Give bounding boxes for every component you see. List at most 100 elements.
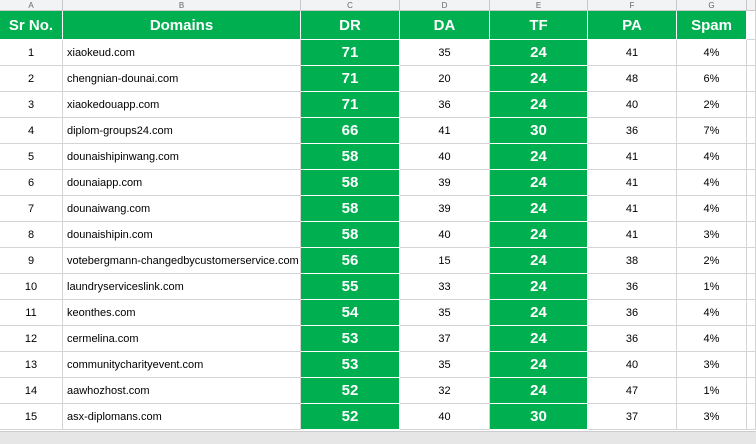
blank-cell[interactable]: [747, 274, 756, 300]
table-cell[interactable]: 30: [490, 118, 588, 144]
table-cell[interactable]: 30: [490, 404, 588, 430]
header-cell[interactable]: Sr No.: [0, 11, 63, 40]
column-letter[interactable]: E: [490, 0, 588, 11]
table-cell[interactable]: 6%: [677, 66, 747, 92]
table-cell[interactable]: 14: [0, 378, 63, 404]
column-letter[interactable]: F: [588, 0, 677, 11]
table-cell[interactable]: 52: [301, 378, 400, 404]
table-cell[interactable]: 35: [400, 300, 490, 326]
table-cell[interactable]: 41: [400, 118, 490, 144]
blank-cell[interactable]: [747, 66, 756, 92]
table-cell[interactable]: 7: [0, 196, 63, 222]
table-cell[interactable]: 24: [490, 40, 588, 66]
table-cell[interactable]: 36: [588, 300, 677, 326]
table-cell[interactable]: 15: [0, 404, 63, 430]
domain-cell[interactable]: aawhozhost.com: [63, 378, 301, 404]
table-cell[interactable]: 56: [301, 248, 400, 274]
table-cell[interactable]: 40: [588, 352, 677, 378]
table-cell[interactable]: 12: [0, 326, 63, 352]
table-cell[interactable]: 41: [588, 196, 677, 222]
table-cell[interactable]: 1: [0, 40, 63, 66]
blank-cell[interactable]: [747, 222, 756, 248]
domain-cell[interactable]: cermelina.com: [63, 326, 301, 352]
table-cell[interactable]: 3%: [677, 222, 747, 248]
table-cell[interactable]: 39: [400, 170, 490, 196]
domain-cell[interactable]: chengnian-dounai.com: [63, 66, 301, 92]
blank-cell[interactable]: [747, 326, 756, 352]
domain-cell[interactable]: dounaishipinwang.com: [63, 144, 301, 170]
table-cell[interactable]: 7%: [677, 118, 747, 144]
table-cell[interactable]: 58: [301, 222, 400, 248]
header-cell[interactable]: Spam: [677, 11, 747, 40]
table-cell[interactable]: 5: [0, 144, 63, 170]
blank-cell[interactable]: [747, 92, 756, 118]
table-cell[interactable]: 41: [588, 40, 677, 66]
table-cell[interactable]: 13: [0, 352, 63, 378]
table-cell[interactable]: 52: [301, 404, 400, 430]
table-cell[interactable]: 4%: [677, 170, 747, 196]
scrollbar[interactable]: [0, 431, 756, 444]
table-cell[interactable]: 58: [301, 144, 400, 170]
table-cell[interactable]: 41: [588, 222, 677, 248]
table-cell[interactable]: 1%: [677, 274, 747, 300]
table-cell[interactable]: 41: [588, 144, 677, 170]
table-cell[interactable]: 4%: [677, 326, 747, 352]
table-cell[interactable]: 47: [588, 378, 677, 404]
table-cell[interactable]: 3%: [677, 352, 747, 378]
table-cell[interactable]: 2%: [677, 248, 747, 274]
domain-cell[interactable]: keonthes.com: [63, 300, 301, 326]
table-cell[interactable]: 24: [490, 196, 588, 222]
table-cell[interactable]: 32: [400, 378, 490, 404]
header-cell[interactable]: Domains: [63, 11, 301, 40]
header-cell[interactable]: TF: [490, 11, 588, 40]
table-cell[interactable]: 24: [490, 170, 588, 196]
table-cell[interactable]: 53: [301, 326, 400, 352]
column-letter[interactable]: B: [63, 0, 301, 11]
table-cell[interactable]: 66: [301, 118, 400, 144]
blank-cell[interactable]: [747, 404, 756, 430]
table-cell[interactable]: 4%: [677, 144, 747, 170]
column-letter[interactable]: C: [301, 0, 400, 11]
table-cell[interactable]: 4%: [677, 40, 747, 66]
table-cell[interactable]: 35: [400, 352, 490, 378]
table-cell[interactable]: 4%: [677, 196, 747, 222]
blank-cell[interactable]: [747, 144, 756, 170]
table-cell[interactable]: 38: [588, 248, 677, 274]
column-letter[interactable]: G: [677, 0, 747, 11]
domain-cell[interactable]: diplom-groups24.com: [63, 118, 301, 144]
header-cell[interactable]: PA: [588, 11, 677, 40]
table-cell[interactable]: 6: [0, 170, 63, 196]
table-cell[interactable]: 40: [400, 144, 490, 170]
table-cell[interactable]: 4%: [677, 300, 747, 326]
blank-cell[interactable]: [747, 248, 756, 274]
table-cell[interactable]: 24: [490, 66, 588, 92]
table-cell[interactable]: 24: [490, 326, 588, 352]
blank-cell[interactable]: [747, 352, 756, 378]
domain-cell[interactable]: dounaiapp.com: [63, 170, 301, 196]
table-cell[interactable]: 48: [588, 66, 677, 92]
table-cell[interactable]: 36: [588, 274, 677, 300]
table-cell[interactable]: 39: [400, 196, 490, 222]
table-cell[interactable]: 58: [301, 170, 400, 196]
table-cell[interactable]: 24: [490, 352, 588, 378]
table-cell[interactable]: 9: [0, 248, 63, 274]
table-cell[interactable]: 3: [0, 92, 63, 118]
table-cell[interactable]: 35: [400, 40, 490, 66]
table-cell[interactable]: 2%: [677, 92, 747, 118]
table-cell[interactable]: 1%: [677, 378, 747, 404]
domain-cell[interactable]: votebergmann-changedbycustomerservice.co…: [63, 248, 301, 274]
table-cell[interactable]: 37: [400, 326, 490, 352]
domain-cell[interactable]: xiaokedouapp.com: [63, 92, 301, 118]
header-cell[interactable]: DA: [400, 11, 490, 40]
table-cell[interactable]: 20: [400, 66, 490, 92]
table-cell[interactable]: 40: [588, 92, 677, 118]
table-cell[interactable]: 33: [400, 274, 490, 300]
blank-cell[interactable]: [747, 170, 756, 196]
table-cell[interactable]: 36: [588, 326, 677, 352]
blank-cell[interactable]: [747, 11, 756, 40]
table-cell[interactable]: 24: [490, 248, 588, 274]
table-cell[interactable]: 71: [301, 92, 400, 118]
table-cell[interactable]: 24: [490, 378, 588, 404]
table-cell[interactable]: 53: [301, 352, 400, 378]
table-cell[interactable]: 4: [0, 118, 63, 144]
